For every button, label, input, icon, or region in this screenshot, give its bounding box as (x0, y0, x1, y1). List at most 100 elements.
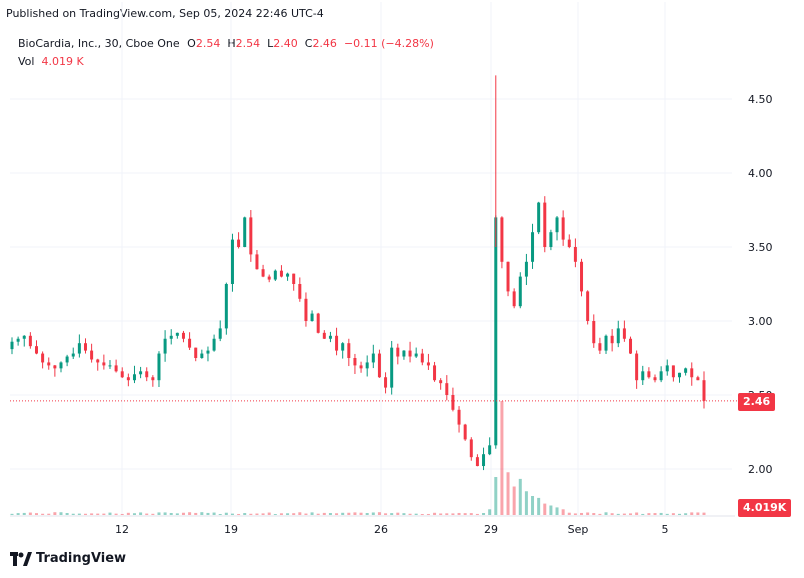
legend-volume-label: Vol (18, 55, 35, 68)
candle-body (59, 362, 63, 369)
volume-bar (298, 512, 302, 515)
volume-bar (475, 513, 479, 515)
candle-body (316, 313, 320, 333)
candle-body (255, 254, 259, 270)
legend-low-label: L (267, 37, 274, 50)
volume-bar (188, 512, 192, 515)
candle-body (524, 261, 528, 277)
volume-bar (567, 512, 571, 515)
volume-bar (163, 512, 167, 515)
candle-body (65, 356, 69, 363)
candle-body (22, 335, 26, 339)
volume-bar (457, 512, 461, 515)
x-tick-label: 5 (662, 523, 669, 536)
candle-body (41, 353, 45, 363)
candle-body (261, 269, 265, 277)
volume-bar (396, 512, 400, 515)
candle-body (10, 341, 14, 350)
volume-bar (157, 512, 161, 515)
volume-bar (310, 512, 314, 515)
candle-body (610, 335, 614, 344)
candle-body (543, 202, 547, 247)
candle-body (665, 365, 669, 372)
published-caption: Published on TradingView.com, Sep 05, 20… (6, 7, 324, 20)
x-tick-label: 29 (484, 523, 498, 536)
volume-bar (377, 512, 381, 515)
candle-body (500, 217, 504, 262)
legend-symbol: BioCardia, Inc., 30, Cboe One (18, 37, 180, 50)
candle-body (132, 374, 136, 381)
volume-bar (512, 486, 516, 515)
candle-body (359, 365, 363, 369)
candle-body (457, 409, 461, 425)
candle-body (347, 343, 351, 358)
candle-body (482, 454, 486, 467)
volume-bar (132, 513, 136, 515)
candle-body (414, 353, 418, 357)
candle-body (108, 365, 112, 367)
volume-bar (433, 512, 437, 515)
volume-bar (463, 513, 467, 515)
candle-body (83, 343, 87, 351)
candle-body (647, 371, 651, 378)
candle-body (77, 343, 81, 354)
candle-body (555, 217, 559, 233)
candle-body (249, 217, 253, 255)
candle-body (690, 368, 694, 378)
volume-bar (469, 513, 473, 515)
volume-bar (561, 509, 565, 515)
candle-body (206, 350, 210, 354)
volume-bar (365, 513, 369, 515)
candle-body (163, 338, 167, 354)
candle-body (561, 217, 565, 240)
candle-body (439, 380, 443, 384)
candle-body (371, 353, 375, 363)
volume-bar (647, 513, 651, 515)
candle-body (622, 328, 626, 339)
candle-body (469, 439, 473, 458)
volume-bar (518, 478, 522, 515)
volume-bar (610, 513, 614, 515)
candle-body (549, 232, 553, 247)
volume-bar (629, 513, 633, 515)
volume-bar (90, 513, 94, 515)
candle-body (16, 338, 20, 342)
volume-bar (218, 514, 222, 515)
chart-legend: BioCardia, Inc., 30, Cboe One O2.54 H2.5… (18, 36, 434, 70)
candle-body (292, 273, 296, 284)
volume-bar (586, 512, 590, 515)
candle-body (145, 371, 149, 378)
volume-bar (665, 513, 669, 515)
candle-body (537, 202, 541, 233)
candle-body (433, 365, 437, 381)
candle-body (243, 217, 247, 247)
candle-body (653, 377, 657, 381)
volume-bar (451, 513, 455, 515)
volume-bar (328, 513, 332, 515)
volume-bar (273, 514, 277, 515)
candle-body (218, 328, 222, 339)
candle-body (279, 270, 283, 277)
y-tick-label: 3.50 (748, 241, 773, 254)
candle-body (53, 365, 57, 369)
legend-close-value: 2.46 (312, 37, 337, 50)
volume-bar (108, 512, 112, 515)
volume-bar (175, 513, 179, 515)
volume-bar (114, 513, 118, 515)
volume-bar (230, 513, 234, 515)
candle-body (641, 371, 645, 381)
candle-body (494, 217, 498, 446)
volume-bar (555, 507, 559, 515)
candle-body (426, 362, 430, 366)
legend-volume-value: 4.019 K (41, 55, 84, 68)
candle-body (322, 332, 326, 339)
volume-bar (181, 512, 185, 515)
candle-body (151, 377, 155, 381)
candle-body (702, 380, 706, 401)
volume-bar (524, 491, 528, 515)
candle-body (47, 362, 51, 366)
tradingview-logo-icon (10, 551, 32, 566)
candle-body (604, 335, 608, 351)
volume-bar (488, 509, 492, 515)
